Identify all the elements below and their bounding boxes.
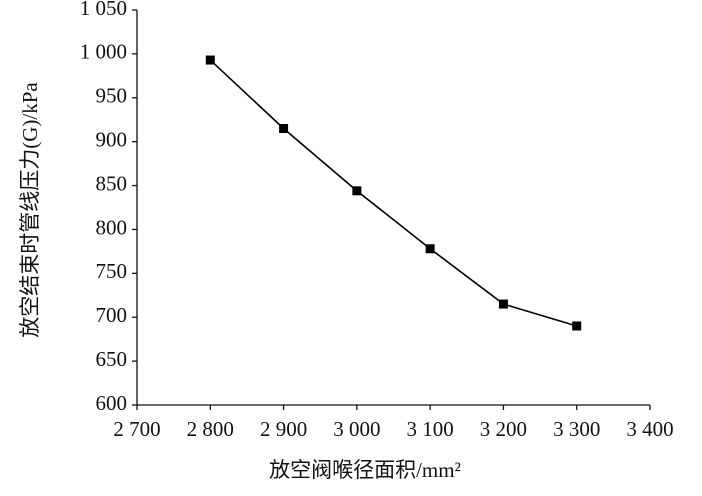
marker [205, 55, 215, 65]
marker [572, 321, 582, 331]
y-tick-label: 950 [96, 84, 128, 108]
marker [352, 186, 362, 196]
y-tick-label: 650 [96, 347, 128, 371]
y-tick-label: 700 [96, 303, 128, 327]
x-tick-label: 3 200 [480, 417, 527, 441]
x-tick-label: 3 400 [626, 417, 673, 441]
x-tick-label: 3 000 [333, 417, 380, 441]
x-tick-label: 2 700 [113, 417, 160, 441]
y-tick-label: 850 [96, 171, 128, 195]
y-tick-label: 1 050 [80, 0, 127, 20]
x-tick-label: 3 100 [407, 417, 454, 441]
y-tick-label: 1 000 [80, 40, 127, 64]
y-tick-label: 600 [96, 391, 128, 415]
marker [498, 299, 508, 309]
y-tick-label: 900 [96, 127, 128, 151]
y-tick-label: 800 [96, 215, 128, 239]
x-axis-title: 放空阀喉径面积/mm² [269, 458, 461, 482]
y-tick-label: 750 [96, 259, 128, 283]
marker [425, 244, 435, 254]
x-tick-label: 2 800 [187, 417, 234, 441]
x-tick-label: 3 300 [553, 417, 600, 441]
marker [279, 124, 289, 133]
y-axis-title: 放空结束时管线压力(G)/kPa [18, 82, 42, 338]
x-tick-label: 2 900 [260, 417, 307, 441]
line [209, 59, 577, 327]
